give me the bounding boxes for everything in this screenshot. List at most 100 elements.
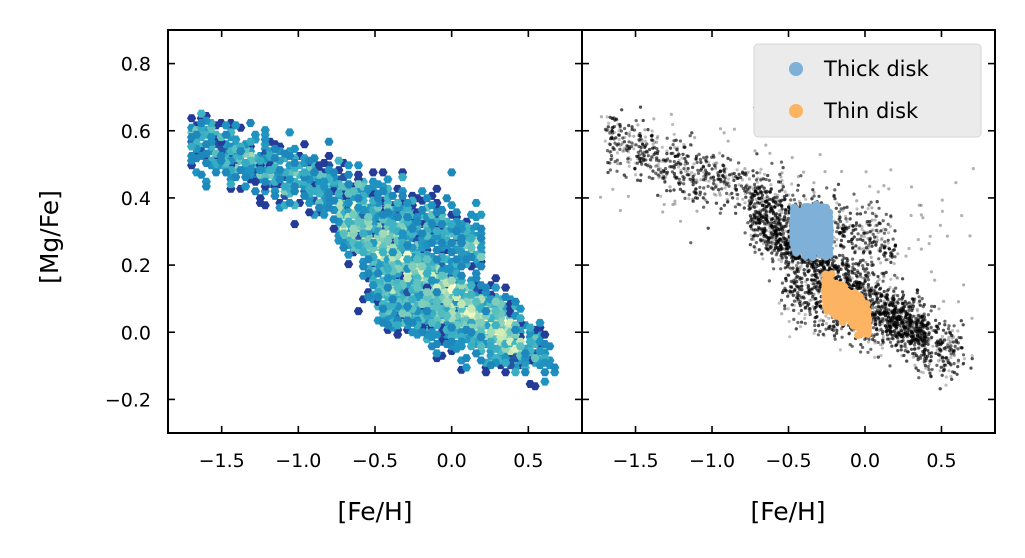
- y-axis-title: [Mg/Fe]: [35, 190, 64, 284]
- scatter-point: [857, 247, 861, 251]
- scatter-point: [908, 339, 912, 343]
- scatter-point: [771, 207, 775, 211]
- scatter-point: [776, 240, 780, 244]
- hexbin-cell: [461, 354, 471, 363]
- hexbin-cell: [427, 201, 437, 210]
- scatter-point: [924, 332, 928, 336]
- scatter-point: [695, 180, 699, 184]
- scatter-point: [780, 253, 784, 257]
- scatter-point: [892, 322, 897, 326]
- scatter-point: [620, 141, 624, 145]
- hexbin-cell: [373, 189, 383, 198]
- hexbin-cell: [363, 293, 373, 301]
- scatter-point: [656, 134, 660, 138]
- hexbin-cell: [304, 208, 314, 217]
- hexbin-cell: [427, 333, 437, 341]
- scatter-point: [777, 258, 781, 262]
- hexbin-cell: [191, 154, 202, 163]
- scatter-point: [916, 329, 920, 333]
- scatter-point: [883, 310, 887, 314]
- scatter-point: [900, 344, 905, 348]
- scatter-point: [706, 160, 711, 164]
- scatter-point: [852, 329, 856, 333]
- hexbin-cell: [241, 159, 251, 167]
- hexbin-cell: [525, 337, 535, 346]
- hexbin-cell: [432, 340, 442, 348]
- scatter-point: [752, 213, 756, 217]
- hexbin-cell: [353, 161, 363, 170]
- scatter-point: [780, 239, 784, 244]
- scatter-point: [607, 121, 611, 125]
- scatter-point: [888, 302, 893, 306]
- scatter-point: [880, 342, 885, 346]
- scatter-point: [816, 284, 820, 288]
- scatter-point: [802, 260, 806, 264]
- scatter-point: [643, 139, 648, 143]
- x-tick-label: −1.5: [199, 450, 245, 472]
- scatter-point: [761, 257, 765, 261]
- hexbin-cell: [422, 255, 432, 264]
- scatter-point: [779, 242, 783, 246]
- scatter-point: [775, 234, 779, 238]
- scatter-point: [893, 318, 897, 322]
- scatter-point: [961, 362, 965, 366]
- hexbin-cell: [236, 166, 246, 174]
- hexbin-cell: [476, 224, 486, 233]
- scatter-point: [916, 346, 920, 350]
- scatter-point: [919, 370, 923, 374]
- y-tick-label: 0.4: [121, 188, 151, 210]
- hexbin-cell: [486, 342, 496, 351]
- scatter-point: [911, 326, 915, 330]
- hexbin-cell: [363, 213, 373, 221]
- scatter-point: [663, 160, 667, 164]
- scatter-point: [864, 242, 868, 246]
- scatter-point: [772, 227, 776, 231]
- scatter-point: [690, 171, 694, 175]
- scatter-point: [673, 176, 677, 180]
- scatter-point: [875, 300, 880, 304]
- scatter-point: [647, 163, 651, 167]
- hexbin-cell: [427, 318, 437, 327]
- scatter-point: [904, 301, 908, 306]
- hexbin-cell: [456, 300, 467, 308]
- scatter-point: [811, 292, 815, 296]
- hexbin-cell: [378, 304, 388, 313]
- hexbin-cell: [417, 229, 427, 238]
- scatter-point: [648, 166, 653, 170]
- scatter-point: [812, 292, 816, 296]
- hexbin-cell: [437, 220, 447, 229]
- hexbin-cell: [299, 168, 310, 177]
- scatter-point: [881, 273, 886, 277]
- scatter-point: [922, 361, 926, 365]
- scatter-point: [765, 239, 769, 244]
- scatter-point: [867, 291, 872, 295]
- scatter-point: [872, 321, 876, 326]
- scatter-point: [879, 306, 884, 310]
- hexbin-cell: [412, 278, 422, 287]
- scatter-point: [714, 162, 718, 166]
- scatter-point: [877, 277, 881, 281]
- scatter-point: [883, 305, 887, 309]
- scatter-point: [763, 172, 767, 176]
- hexbin-cell: [250, 130, 260, 139]
- y-tick-label: 0.8: [121, 54, 151, 76]
- scatter-point: [629, 157, 633, 162]
- scatter-point: [879, 306, 884, 310]
- hexbin-cell: [255, 166, 265, 174]
- scatter-point: [893, 293, 897, 297]
- scatter-point: [798, 257, 802, 261]
- scatter-point: [677, 158, 681, 162]
- hexbin-cell: [427, 276, 437, 285]
- scatter-point: [698, 190, 702, 194]
- hexbin-cell: [476, 356, 486, 365]
- scatter-point: [763, 238, 767, 242]
- scatter-point: [850, 284, 854, 288]
- hexbin-cell: [407, 224, 417, 233]
- hexbin-cell: [344, 217, 354, 226]
- hexbin-cell: [407, 262, 417, 271]
- hexbin-cell: [476, 210, 486, 219]
- scatter-point: [727, 177, 731, 181]
- scatter-point: [835, 267, 839, 271]
- scatter-point: [888, 285, 892, 289]
